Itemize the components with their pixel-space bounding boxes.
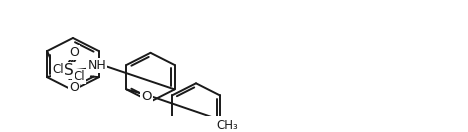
Text: Cl: Cl bbox=[73, 70, 85, 83]
Text: O: O bbox=[141, 90, 152, 103]
Text: CH₃: CH₃ bbox=[216, 119, 238, 132]
Text: NH: NH bbox=[88, 59, 106, 72]
Text: O: O bbox=[69, 46, 79, 59]
Text: S: S bbox=[64, 63, 74, 78]
Text: O: O bbox=[69, 81, 79, 94]
Text: Cl: Cl bbox=[52, 63, 64, 76]
